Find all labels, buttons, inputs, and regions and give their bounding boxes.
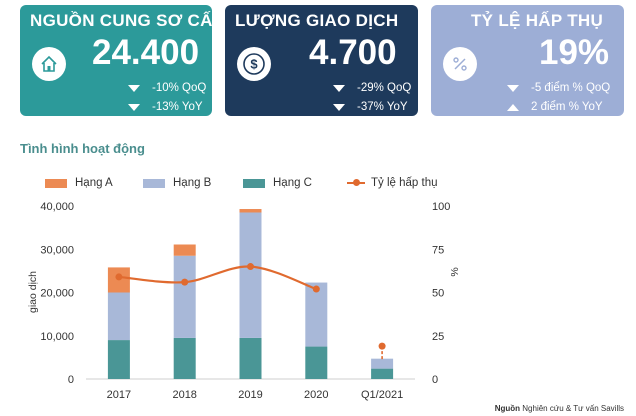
house-icon: [32, 47, 66, 81]
y2-tick-label: 50: [432, 288, 444, 300]
y2-tick-label: 25: [432, 331, 444, 343]
transactions-card: LƯỢNG GIAO DỊCH $ 4.700 -29% QoQ -37% Yo…: [225, 5, 418, 116]
dollar-coin-icon: $: [237, 47, 271, 81]
delta-text: -37% YoY: [357, 101, 408, 113]
delta-text: 2 điểm % YoY: [531, 101, 603, 113]
supply-delta-qoq: -10% QoQ: [128, 82, 206, 94]
percent-icon: [443, 47, 477, 81]
absorption-card: TỶ LỆ HẤP THỤ 19% -5 điểm % QoQ 2 điểm %…: [431, 5, 624, 116]
legend-swatch: [143, 178, 165, 188]
bar-segment: [107, 292, 130, 341]
absorption-card-title: TỶ LỆ HẤP THỤ: [471, 11, 604, 30]
y2-tick-label: 0: [432, 374, 438, 386]
absorption-line: [118, 265, 317, 291]
x-tick-label: 2017: [107, 389, 131, 401]
x-tick-label: Q1/2021: [361, 389, 403, 401]
legend-line-marker: [347, 179, 365, 186]
legend-absorption: Tỷ lệ hấp thụ: [347, 177, 437, 189]
down-triangle-icon: [128, 103, 140, 111]
y2-tick-label: 100: [432, 201, 450, 213]
down-triangle-icon: [128, 84, 140, 92]
delta-text: -13% YoY: [152, 101, 203, 113]
transactions-card-value: 4.700: [309, 33, 397, 72]
down-triangle-icon: [333, 84, 345, 92]
legend-label: Tỷ lệ hấp thụ: [371, 177, 438, 189]
bar-segment: [239, 212, 262, 338]
bar-segment: [107, 267, 130, 293]
down-triangle-icon: [507, 84, 519, 92]
bar-segment: [305, 282, 328, 347]
y2-tick-label: 75: [432, 244, 444, 256]
transactions-card-title: LƯỢNG GIAO DỊCH: [235, 11, 399, 30]
x-tick-label: 2020: [304, 389, 328, 401]
legend-label: Hạng A: [75, 177, 113, 189]
source-label: Nguồn: [494, 404, 521, 413]
absorption-point: [247, 263, 254, 271]
source-note: Nguồn Nghiên cứu & Tư vấn Savills: [495, 404, 624, 413]
transactions-delta-yoy: -37% YoY: [333, 101, 408, 113]
legend-label: Hạng B: [173, 177, 212, 189]
svg-text:$: $: [250, 57, 258, 72]
delta-text: -10% QoQ: [152, 82, 207, 94]
section-title: Tình hình hoạt động: [20, 141, 145, 156]
delta-text: -29% QoQ: [357, 82, 412, 94]
bar-segment: [239, 209, 262, 213]
legend-swatch: [243, 178, 265, 188]
absorption-point: [312, 285, 320, 293]
supply-card: NGUỒN CUNG SƠ CẤP 24.400 -10% QoQ -13% Y…: [20, 5, 224, 116]
absorption-point: [181, 278, 189, 286]
bar-segment: [107, 340, 130, 379]
legend-swatch: [45, 178, 67, 188]
bar-segment: [371, 368, 394, 379]
supply-card-title: NGUỒN CUNG SƠ CẤP: [30, 11, 225, 30]
legend-hang-a: Hạng A: [45, 177, 113, 189]
bar-segment: [371, 358, 394, 369]
absorption-point: [378, 342, 386, 350]
y2-axis-label: %: [449, 267, 461, 276]
absorption-point: [115, 273, 123, 281]
bar-segment: [173, 255, 196, 338]
delta-text: -5 điểm % QoQ: [531, 82, 611, 94]
supply-delta-yoy: -13% YoY: [128, 101, 203, 113]
y-axis-label: giao dịch: [27, 271, 39, 313]
bar-segment: [173, 337, 196, 379]
y-tick-label: 40,000: [40, 201, 74, 213]
absorption-delta-qoq: -5 điểm % QoQ: [507, 82, 610, 94]
bar-segment: [173, 244, 196, 256]
y-tick-label: 0: [68, 374, 74, 386]
absorption-card-value: 19%: [539, 33, 610, 72]
y-tick-label: 10,000: [40, 331, 74, 343]
source-text: Nghiên cứu & Tư vấn Savills: [522, 404, 624, 413]
bar-segment: [305, 346, 328, 379]
down-triangle-icon: [333, 103, 345, 111]
y-tick-label: 20,000: [40, 288, 74, 300]
legend-label: Hạng C: [273, 177, 312, 189]
y-tick-label: 30,000: [40, 244, 74, 256]
x-tick-label: 2019: [238, 389, 262, 401]
legend-hang-c: Hạng C: [243, 177, 312, 189]
legend-hang-b: Hạng B: [143, 177, 211, 189]
absorption-delta-yoy: 2 điểm % YoY: [507, 101, 603, 113]
bar-segment: [239, 337, 262, 379]
transactions-delta-qoq: -29% QoQ: [333, 82, 411, 94]
x-tick-label: 2018: [172, 389, 196, 401]
supply-card-value: 24.400: [92, 33, 200, 72]
up-triangle-icon: [507, 103, 519, 111]
